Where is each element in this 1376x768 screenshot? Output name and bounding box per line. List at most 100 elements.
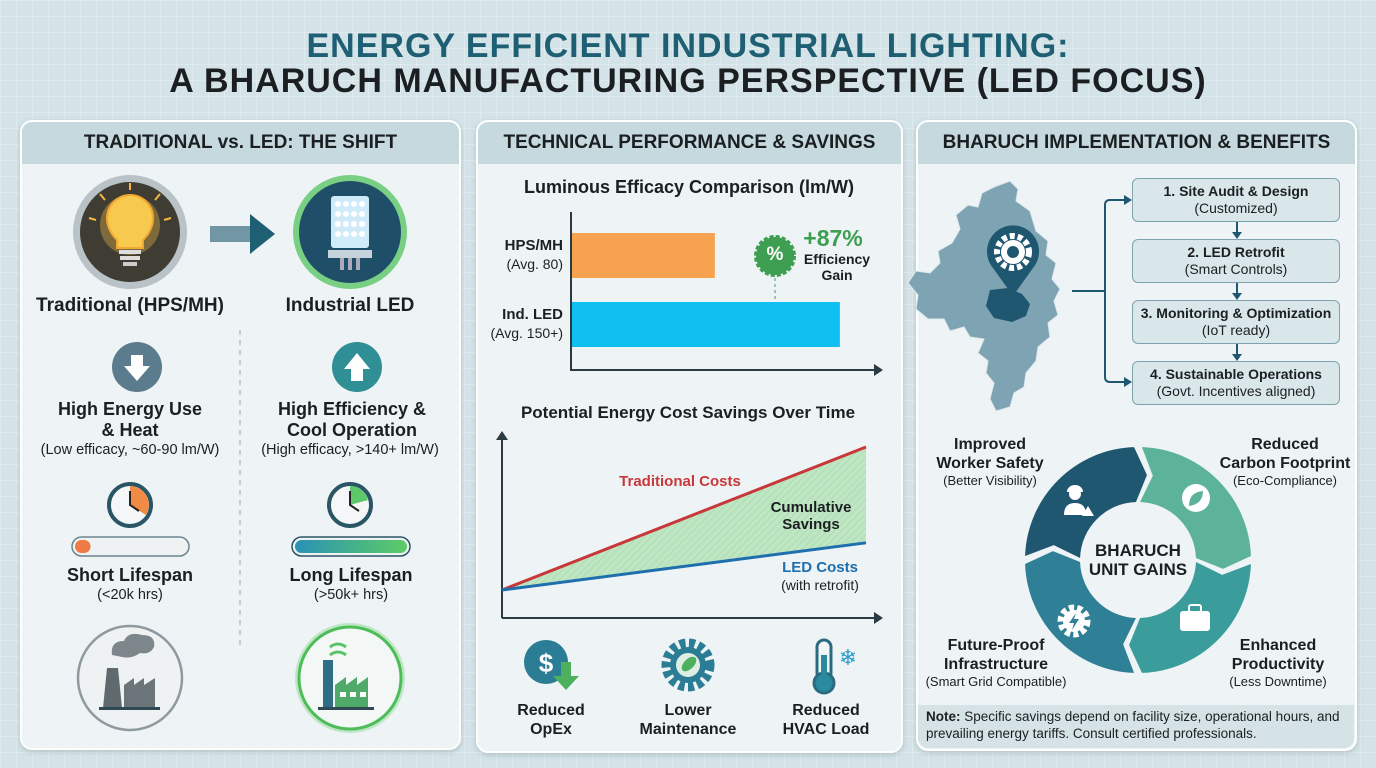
svg-text:$: $ bbox=[539, 648, 554, 678]
percent-badge-text: % bbox=[766, 244, 784, 265]
location-gear-pin-icon bbox=[987, 225, 1039, 296]
gain-productivity-1: Enhanced bbox=[1239, 637, 1317, 654]
polluting-factory-icon bbox=[76, 624, 184, 732]
step-sub: (Smart Controls) bbox=[1184, 260, 1288, 277]
gain-carbon-1: Reduced bbox=[1251, 436, 1319, 453]
gear-leaf-icon bbox=[661, 638, 715, 692]
step-4-box: 4. Sustainable Operations (Govt. Incentiv… bbox=[1132, 361, 1340, 405]
led-costs-label: LED Costs bbox=[782, 559, 858, 576]
energy-sub-left: (Low efficacy, ~60-90 lm/W) bbox=[40, 442, 220, 458]
traditional-label: Traditional (HPS/MH) bbox=[36, 295, 224, 316]
cycle-center-1: BHARUCH bbox=[1095, 541, 1181, 560]
efficiency-gain-text-1: Efficiency bbox=[803, 251, 871, 267]
bar-hps-mh bbox=[572, 233, 715, 278]
step-1-box: 1. Site Audit & Design (Customized) bbox=[1132, 178, 1340, 222]
clock-icon-short bbox=[107, 482, 153, 528]
led-lamp-icon bbox=[293, 175, 407, 289]
cycle-center-2: UNIT GAINS bbox=[1088, 560, 1188, 579]
step-title: 3. Monitoring & Optimization bbox=[1140, 305, 1332, 321]
step-sub: (Govt. Incentives aligned) bbox=[1156, 382, 1316, 399]
arrow-down-icon bbox=[112, 342, 162, 392]
step-2-box: 2. LED Retrofit (Smart Controls) bbox=[1132, 239, 1340, 283]
led-costs-note: (with retrofit) bbox=[781, 577, 859, 593]
percent-badge-icon bbox=[754, 235, 796, 277]
energy-sub-right: (High efficacy, >140+ lm/W) bbox=[261, 442, 439, 458]
lifespan-title-right: Long Lifespan bbox=[289, 565, 413, 585]
lifespan-title-left: Short Lifespan bbox=[66, 565, 194, 585]
briefcase-icon bbox=[1180, 604, 1210, 631]
efficiency-gain-text-2: Gain bbox=[821, 267, 853, 283]
gain-safety-sub: (Better Visibility) bbox=[943, 473, 1037, 488]
gain-productivity-2: Productivity bbox=[1231, 656, 1325, 673]
lifespan-fill-long bbox=[295, 540, 407, 553]
gain-futureproof-2: Infrastructure bbox=[943, 656, 1049, 673]
benefit-opex-2: OpEx bbox=[530, 721, 572, 738]
gain-futureproof-1: Future-Proof bbox=[947, 637, 1045, 654]
gain-safety-1: Improved bbox=[953, 436, 1027, 453]
worker-safety-icon bbox=[1064, 485, 1094, 516]
energy-title-left-2: & Heat bbox=[101, 420, 159, 440]
step-title: 4. Sustainable Operations bbox=[1150, 366, 1322, 382]
gain-futureproof-sub: (Smart Grid Compatible) bbox=[925, 674, 1067, 689]
flow-connectors bbox=[1072, 199, 1128, 383]
title-line-2: A BHARUCH MANUFACTURING PERSPECTIVE (LED… bbox=[169, 62, 1207, 100]
panel-header: TRADITIONAL vs. LED: THE SHIFT bbox=[22, 122, 459, 164]
energy-title-left-1: High Energy Use bbox=[57, 399, 203, 419]
series-led-costs bbox=[501, 541, 867, 592]
benefit-hvac-2: HVAC Load bbox=[782, 721, 870, 738]
bar-note-led: (Avg. 150+) bbox=[490, 325, 563, 341]
bar-ind-led bbox=[572, 302, 840, 347]
series-traditional-costs bbox=[501, 445, 867, 592]
benefit-hvac-1: Reduced bbox=[792, 702, 860, 719]
lifespan-sub-right: (>50k+ hrs) bbox=[313, 587, 389, 603]
thermometer-snowflake-icon: ❄ bbox=[812, 638, 857, 695]
dollar-down-icon: $ bbox=[524, 640, 579, 690]
cumulative-savings-label-2: Savings bbox=[782, 516, 840, 533]
gain-carbon-2: Carbon Footprint bbox=[1219, 455, 1351, 472]
line-chart-title: Potential Energy Cost Savings Over Time bbox=[520, 403, 856, 422]
panel-header: TECHNICAL PERFORMANCE & SAVINGS bbox=[478, 122, 901, 164]
lifespan-sub-left: (<20k hrs) bbox=[97, 587, 163, 603]
disclaimer-note: Note: Specific savings depend on facilit… bbox=[918, 705, 1354, 748]
energy-title-right-2: Cool Operation bbox=[287, 420, 417, 440]
step-title: 1. Site Audit & Design bbox=[1163, 183, 1309, 199]
lifespan-bar-short bbox=[71, 536, 190, 557]
step-sub: (IoT ready) bbox=[1201, 321, 1271, 338]
benefit-opex-1: Reduced bbox=[517, 702, 585, 719]
traditional-costs-label: Traditional Costs bbox=[619, 473, 741, 490]
leaf-icon bbox=[1182, 484, 1210, 512]
cumulative-savings-label-1: Cumulative bbox=[770, 499, 852, 516]
bar-label-led: Ind. LED bbox=[502, 306, 563, 323]
clock-icon-long bbox=[327, 482, 373, 528]
gain-productivity-sub: (Less Downtime) bbox=[1229, 674, 1327, 689]
bharuch-map-icon bbox=[907, 180, 1061, 412]
bar-note-hps: (Avg. 80) bbox=[506, 256, 563, 272]
step-sub: (Customized) bbox=[1194, 199, 1278, 216]
gain-safety-2: Worker Safety bbox=[936, 455, 1044, 472]
green-factory-icon bbox=[295, 623, 405, 733]
efficiency-gain-value: +87% bbox=[803, 225, 863, 251]
led-label: Industrial LED bbox=[285, 295, 415, 316]
bar-chart-title: Luminous Efficacy Comparison (lm/W) bbox=[523, 177, 855, 197]
panel-header: BHARUCH IMPLEMENTATION & BENEFITS bbox=[918, 122, 1355, 164]
light-bulb-icon bbox=[73, 175, 187, 289]
title-line-1: ENERGY EFFICIENT INDUSTRIAL LIGHTING: bbox=[306, 27, 1070, 65]
arrow-up-icon bbox=[332, 342, 382, 392]
step-title: 2. LED Retrofit bbox=[1187, 244, 1285, 260]
arrow-right-icon bbox=[210, 214, 275, 254]
lifespan-fill-short bbox=[75, 540, 91, 553]
gain-carbon-sub: (Eco-Compliance) bbox=[1232, 473, 1338, 488]
energy-title-right-1: High Efficiency & bbox=[277, 399, 427, 419]
cycle-segment-safety bbox=[1025, 447, 1147, 558]
benefit-maintenance-1: Lower bbox=[664, 702, 712, 719]
note-text: Specific savings depend on facility size… bbox=[926, 709, 1340, 741]
bar-label-hps: HPS/MH bbox=[504, 237, 563, 254]
svg-text:❄: ❄ bbox=[839, 646, 857, 671]
step-3-box: 3. Monitoring & Optimization (IoT ready) bbox=[1132, 300, 1340, 344]
gear-bolt-icon bbox=[1057, 604, 1091, 638]
note-label: Note: bbox=[926, 709, 961, 724]
benefit-maintenance-2: Maintenance bbox=[639, 721, 737, 738]
